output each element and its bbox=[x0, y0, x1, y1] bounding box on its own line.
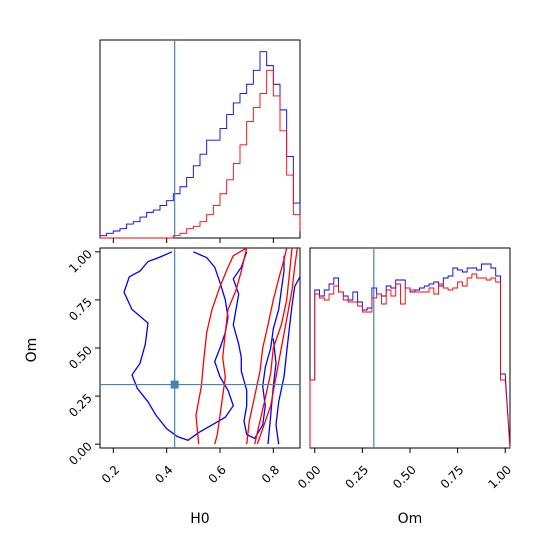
xtick-label-h0: 0.4 bbox=[152, 463, 175, 486]
xtick-label-om: 1.00 bbox=[485, 463, 514, 492]
contour-blue-3 bbox=[267, 338, 277, 445]
contour-blue-0 bbox=[123, 251, 235, 442]
contour-blue-2 bbox=[275, 276, 300, 445]
contour-red-2 bbox=[254, 248, 293, 445]
xtick-label-om: 0.00 bbox=[295, 463, 324, 492]
om-marginal-frame bbox=[309, 247, 511, 449]
h0-marginal-frame bbox=[99, 39, 301, 239]
h0-hist-red bbox=[100, 69, 301, 239]
contour-blue-1 bbox=[232, 251, 285, 440]
ytick-label-om: 0.25 bbox=[66, 391, 95, 420]
y-axis-label-om: Om bbox=[24, 338, 40, 363]
xtick-label-om: 0.50 bbox=[390, 463, 419, 492]
x-axis-label-om: Om bbox=[398, 511, 423, 527]
xtick-label-h0: 0.2 bbox=[99, 463, 122, 486]
ytick-label-om: 1.00 bbox=[66, 247, 95, 276]
xtick-label-om: 0.25 bbox=[343, 463, 372, 492]
contour-red-0 bbox=[195, 248, 248, 445]
x-axis-label-h0: H0 bbox=[190, 511, 209, 527]
xtick-label-h0: 0.6 bbox=[206, 463, 229, 486]
h0-histogram bbox=[99, 40, 301, 239]
truth-marker bbox=[170, 380, 179, 389]
om-histogram bbox=[309, 248, 511, 449]
contour-red-3 bbox=[256, 248, 298, 445]
ytick-label-om: 0.50 bbox=[66, 343, 95, 372]
ytick-label-om: 0.75 bbox=[66, 295, 95, 324]
ytick-label-om: 0.00 bbox=[66, 439, 95, 468]
joint-contours bbox=[100, 248, 300, 448]
h0-hist-blue bbox=[99, 51, 301, 238]
xtick-label-om: 0.75 bbox=[438, 463, 467, 492]
contour-red-1 bbox=[246, 248, 288, 445]
xtick-label-h0: 0.8 bbox=[259, 463, 282, 486]
om-hist-red bbox=[309, 273, 511, 449]
joint-frame bbox=[99, 247, 301, 449]
